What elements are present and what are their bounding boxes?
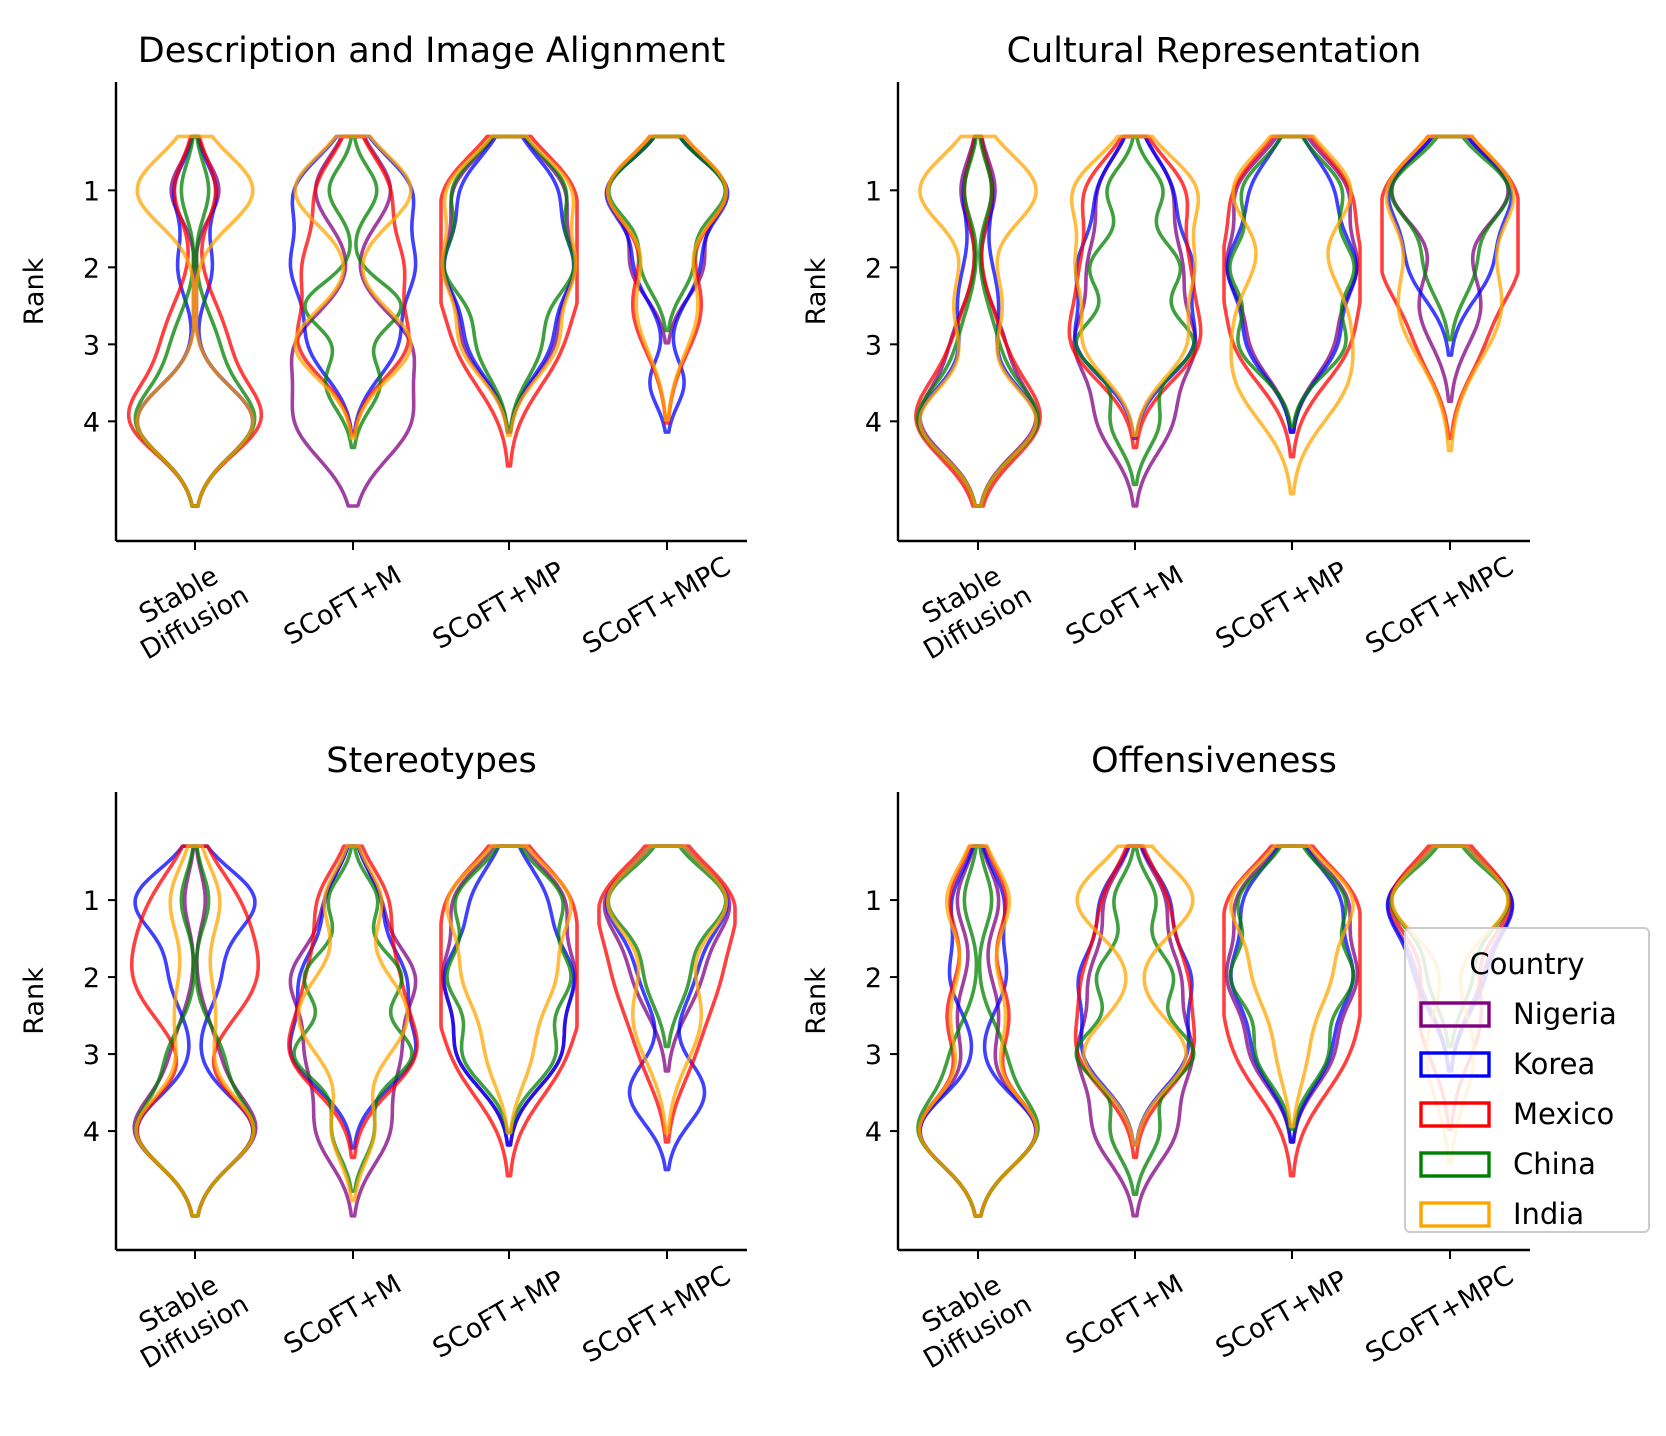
legend-label-korea: Korea bbox=[1513, 1047, 1595, 1081]
violin-india bbox=[918, 134, 1038, 508]
legend-label-mexico: Mexico bbox=[1513, 1097, 1614, 1131]
violin-india bbox=[134, 844, 256, 1218]
y-tick-label: 2 bbox=[83, 253, 100, 284]
y-axis-label: Rank bbox=[801, 257, 832, 325]
violin-korea bbox=[1225, 134, 1359, 434]
y-tick-label: 4 bbox=[865, 1117, 882, 1148]
violin-korea bbox=[1386, 134, 1514, 357]
violin-india bbox=[606, 134, 728, 422]
y-tick-label: 3 bbox=[83, 330, 100, 361]
violin-korea bbox=[605, 844, 729, 1172]
violin-china bbox=[1389, 134, 1511, 342]
legend-swatch-nigeria bbox=[1419, 1001, 1491, 1028]
violin-india bbox=[296, 844, 410, 1203]
y-axis-label: Rank bbox=[801, 967, 832, 1035]
y-tick-label: 2 bbox=[865, 963, 882, 994]
legend-label-china: China bbox=[1513, 1147, 1596, 1181]
y-axis-label: Rank bbox=[19, 257, 50, 325]
violin-india bbox=[1229, 134, 1355, 496]
violin-group-scoft-m bbox=[1067, 134, 1203, 508]
panel-title: Offensiveness bbox=[1091, 741, 1337, 781]
violin-china bbox=[1228, 134, 1356, 428]
violin-mexico bbox=[1067, 134, 1203, 450]
violin-group-scoft-mpc bbox=[604, 134, 730, 434]
violin-group-scoft-mp bbox=[439, 134, 579, 468]
y-tick-label: 4 bbox=[83, 1117, 100, 1148]
violin-india bbox=[1384, 134, 1516, 453]
violin-nigeria bbox=[288, 844, 418, 1218]
panel-title: Cultural Representation bbox=[1007, 31, 1422, 71]
violin-india bbox=[917, 844, 1039, 1218]
violin-mexico bbox=[1073, 844, 1197, 1160]
violin-group-scoft-mp bbox=[439, 844, 579, 1178]
legend-label-india: India bbox=[1513, 1197, 1584, 1231]
violin-nigeria bbox=[1072, 134, 1198, 508]
violin-india bbox=[135, 134, 255, 508]
violin-group-scoft-mp bbox=[1222, 844, 1362, 1178]
y-tick-label: 1 bbox=[865, 886, 882, 917]
legend-swatch-mexico bbox=[1419, 1101, 1491, 1128]
violin-india bbox=[605, 844, 729, 1135]
violin-group-scoft-m bbox=[287, 844, 419, 1218]
violin-korea bbox=[1229, 844, 1355, 1144]
y-tick-label: 1 bbox=[83, 176, 100, 207]
panel-title: Stereotypes bbox=[326, 741, 536, 781]
violin-china bbox=[303, 134, 403, 450]
violin-nigeria bbox=[1075, 844, 1195, 1218]
violin-mexico bbox=[439, 134, 579, 468]
legend: Country Nigeria Korea Mexico China India bbox=[1404, 927, 1650, 1233]
violin-india bbox=[293, 134, 413, 441]
violin-india bbox=[445, 844, 573, 1135]
violin-china bbox=[1074, 134, 1196, 487]
violin-mexico bbox=[1222, 134, 1362, 459]
y-axis-label: Rank bbox=[19, 967, 50, 1035]
violin-india bbox=[440, 134, 578, 437]
violin-group-stable-diffusion bbox=[130, 844, 260, 1218]
violin-india bbox=[1069, 134, 1201, 437]
violin-group-stable-diffusion bbox=[914, 134, 1042, 508]
legend-swatch-china bbox=[1419, 1151, 1491, 1178]
violin-nigeria bbox=[602, 844, 732, 1073]
y-tick-label: 4 bbox=[865, 407, 882, 438]
violin-korea bbox=[604, 134, 730, 434]
legend-title: Country bbox=[1469, 947, 1584, 981]
y-tick-label: 4 bbox=[83, 407, 100, 438]
legend-swatch-india bbox=[1419, 1201, 1491, 1228]
violin-mexico bbox=[287, 844, 419, 1160]
violin-group-stable-diffusion bbox=[126, 134, 264, 508]
y-tick-label: 1 bbox=[865, 176, 882, 207]
y-tick-label: 2 bbox=[83, 963, 100, 994]
violin-group-scoft-mp bbox=[1222, 134, 1362, 496]
violin-mexico bbox=[914, 134, 1042, 508]
y-tick-label: 2 bbox=[865, 253, 882, 284]
y-tick-label: 1 bbox=[83, 886, 100, 917]
violin-group-scoft-m bbox=[288, 134, 418, 508]
violin-india bbox=[1229, 844, 1355, 1129]
violin-group-stable-diffusion bbox=[916, 844, 1040, 1218]
legend-label-nigeria: Nigeria bbox=[1513, 997, 1617, 1031]
violin-group-scoft-m bbox=[1073, 844, 1197, 1218]
violin-india bbox=[1075, 844, 1195, 1147]
panel-title: Description and Image Alignment bbox=[138, 31, 726, 71]
y-tick-label: 3 bbox=[865, 330, 882, 361]
violin-mexico bbox=[439, 844, 579, 1178]
violin-group-scoft-mpc bbox=[597, 844, 737, 1172]
violin-group-scoft-mpc bbox=[1380, 134, 1520, 453]
legend-swatch-korea bbox=[1419, 1051, 1491, 1078]
violin-mexico bbox=[597, 844, 737, 1144]
y-tick-label: 3 bbox=[83, 1040, 100, 1071]
y-tick-label: 3 bbox=[865, 1040, 882, 1071]
violin-china bbox=[1074, 847, 1196, 1196]
violin-mexico bbox=[1222, 844, 1362, 1178]
